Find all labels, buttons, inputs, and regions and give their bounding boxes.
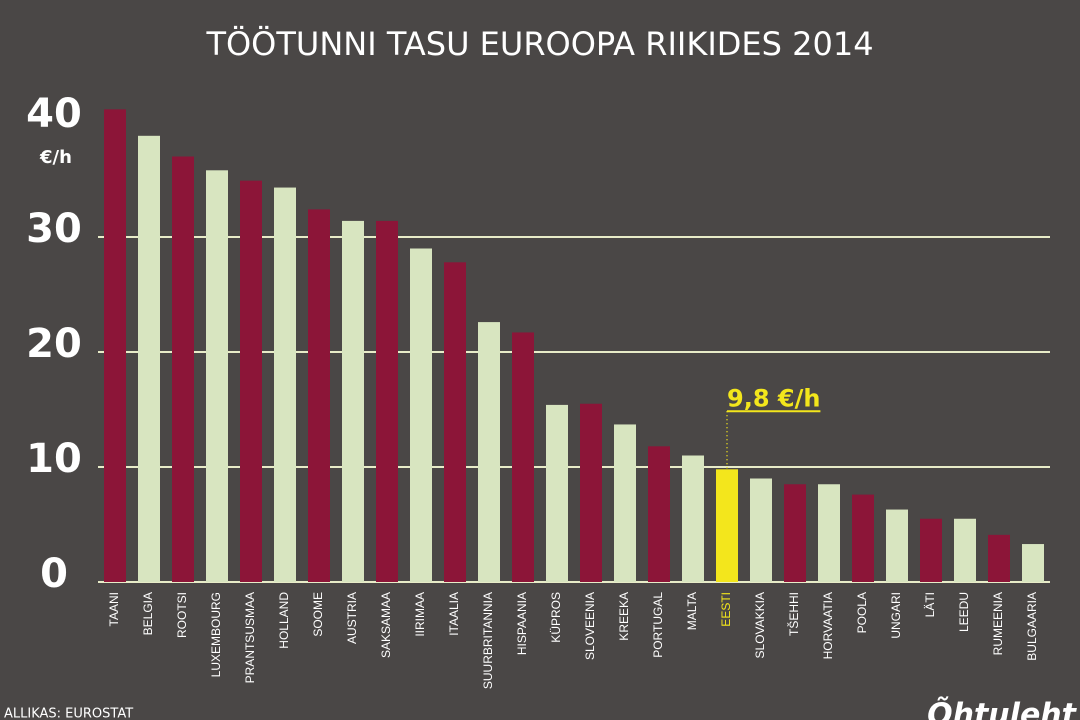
x-tick-label: UNGARI <box>889 592 903 639</box>
bar <box>818 484 840 582</box>
x-tick-label: KREEKA <box>617 592 631 641</box>
x-tick-label: SUURBRITANNIA <box>481 592 495 689</box>
x-tick-label: RUMEENIA <box>991 592 1005 655</box>
x-tick-label: AUSTRIA <box>345 592 359 644</box>
y-tick-label: 10 <box>26 436 82 482</box>
x-tick-label: HORVAATIA <box>821 592 835 659</box>
bar <box>682 455 704 582</box>
chart-title: TÖÖTUNNI TASU EUROOPA RIIKIDES 2014 <box>205 25 873 63</box>
x-tick-label: TAANI <box>107 592 121 626</box>
source: ALLIKAS: EUROSTAT <box>4 707 133 720</box>
bar <box>104 109 126 582</box>
x-tick-label: BELGIA <box>141 592 155 635</box>
x-tick-label: LUXEMBOURG <box>209 592 223 677</box>
bar <box>478 322 500 582</box>
x-tick-label: HOLLAND <box>277 592 291 649</box>
bar <box>784 484 806 582</box>
x-tick-label: EESTI <box>719 592 733 627</box>
x-tick-label: MALTA <box>685 592 699 630</box>
x-tick-label: BULGAARIA <box>1025 592 1039 661</box>
x-tick-label: LÄTI <box>923 592 937 617</box>
bar <box>546 404 568 582</box>
x-tick-label: ITAALIA <box>447 592 461 636</box>
bar <box>410 248 432 582</box>
bar <box>920 518 942 582</box>
bar <box>648 446 670 582</box>
value-label: 9,8 €/h <box>727 384 820 412</box>
x-tick-label: POOLA <box>855 592 869 633</box>
bar <box>274 187 296 583</box>
bar <box>716 469 738 582</box>
bar <box>342 220 364 582</box>
y-axis-unit: €/h <box>39 147 72 168</box>
bar <box>240 180 262 582</box>
x-tick-label: SLOVEENIA <box>583 592 597 660</box>
x-tick-label: SOOME <box>311 592 325 637</box>
bar <box>308 209 330 582</box>
x-tick-label: LEEDU <box>957 592 971 632</box>
x-tick-label: HISPAANIA <box>515 592 529 655</box>
bar <box>1022 544 1044 582</box>
bar <box>512 332 534 582</box>
bar <box>444 262 466 582</box>
x-tick-label: KÜPROS <box>549 592 563 643</box>
logo: Õhtuleht <box>927 696 1078 720</box>
bar <box>138 135 160 583</box>
bar <box>954 518 976 582</box>
bar <box>886 509 908 582</box>
y-tick-label: 30 <box>26 206 82 252</box>
bar <box>172 156 194 582</box>
bar <box>206 170 228 583</box>
x-tick-label: IIRIMAA <box>413 592 427 637</box>
bar <box>614 424 636 582</box>
x-tick-label: PRANTSUSMAA <box>243 592 257 683</box>
y-tick-label: 20 <box>26 321 82 367</box>
bar <box>750 478 772 582</box>
bar <box>988 534 1010 582</box>
bar <box>376 220 398 582</box>
x-tick-label: SAKSAMAA <box>379 592 393 658</box>
x-tick-label: SLOVAKKIA <box>753 592 767 658</box>
bar <box>580 403 602 582</box>
bar <box>852 494 874 582</box>
x-tick-label: ROOTSI <box>175 592 189 638</box>
x-tick-label: TŠEHHI <box>786 592 801 636</box>
y-tick-label: 0 <box>40 551 68 597</box>
x-tick-label: PORTUGAL <box>651 592 665 658</box>
y-tick-label: 40 <box>26 91 82 137</box>
